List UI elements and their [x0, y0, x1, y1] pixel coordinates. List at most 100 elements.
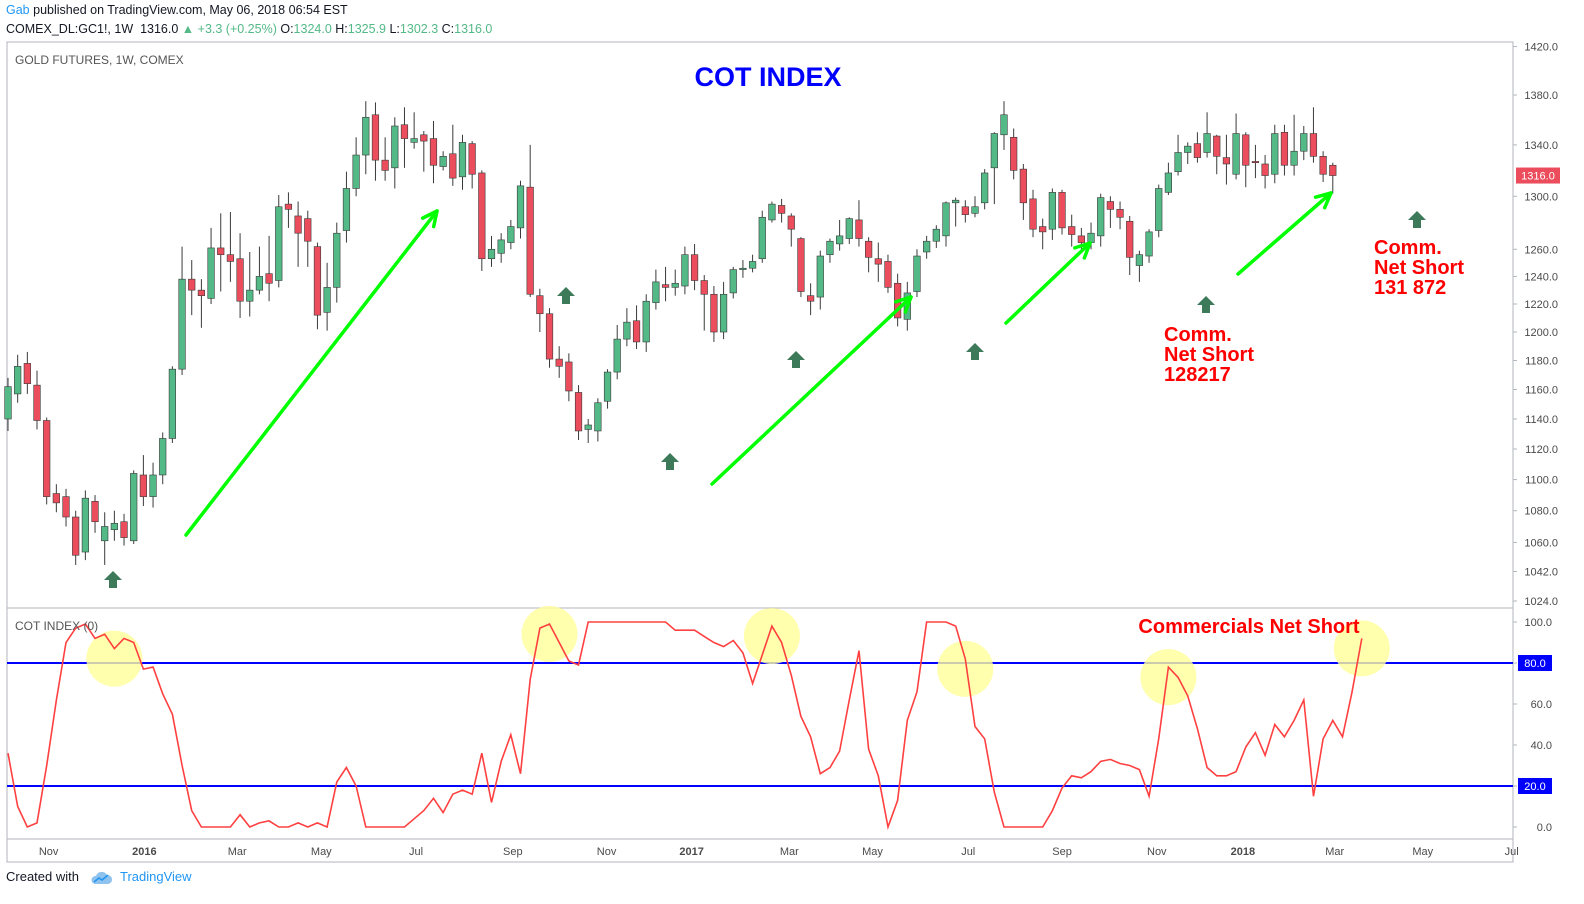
candle-up [81, 497, 89, 553]
time-tick-label: May [311, 846, 332, 858]
candle-down [1222, 157, 1231, 165]
candle-down [1319, 156, 1327, 175]
candle-up [942, 202, 950, 237]
candle-up [719, 293, 728, 333]
price-tick-label: 1024.0 [1524, 596, 1558, 608]
candle-up [275, 206, 283, 281]
price-tick-label: 1120.0 [1525, 444, 1558, 456]
candle-up [391, 125, 399, 169]
created-with-label: Created with [6, 869, 79, 884]
candle-down [313, 246, 322, 316]
candle-up [410, 138, 418, 143]
candle-up [748, 261, 757, 269]
candle-down [632, 320, 641, 343]
candle-up [594, 402, 602, 432]
candle-up [333, 232, 341, 288]
candle-down [1242, 134, 1250, 166]
candle-down [1019, 168, 1027, 204]
candle-down [1077, 235, 1085, 243]
candle-down [526, 186, 534, 295]
candle-up [362, 116, 370, 156]
candle-up [178, 278, 186, 370]
cot-tick-label: 60.0 [1531, 699, 1552, 711]
candle-up [1000, 114, 1008, 136]
time-tick-label: Jul [961, 846, 975, 858]
candle-up [1097, 197, 1105, 237]
author-link[interactable]: Gab [6, 3, 30, 17]
net-short-annotation: Comm. Net Short 131 872 [1374, 237, 1464, 299]
time-tick-label: 2017 [679, 846, 703, 858]
candle-up [497, 239, 505, 254]
time-tick-label: May [862, 846, 883, 858]
trend-arrow-head [893, 295, 913, 314]
time-tick-label: Jul [1505, 846, 1519, 858]
candle-down [304, 218, 312, 242]
price-tick-label: 1100.0 [1525, 475, 1558, 487]
candle-up [613, 338, 621, 373]
candle-down [43, 420, 51, 497]
candle-up [255, 276, 264, 291]
plot-frame [6, 41, 1514, 863]
time-tick-label: Mar [228, 846, 247, 858]
candle-down [1039, 226, 1047, 233]
candle-up [1087, 232, 1095, 243]
open-label: O: [280, 22, 294, 36]
up-pointer-icon [966, 343, 984, 360]
time-tick-label: Sep [503, 846, 523, 858]
last-price: 1316.0 [140, 22, 179, 36]
price-tick-label: 1200.0 [1524, 327, 1558, 339]
candle-up [642, 300, 650, 343]
candle-up [439, 156, 447, 167]
candle-down [188, 278, 196, 291]
candle-down [226, 254, 235, 262]
candle-down [33, 384, 41, 421]
candle-down [217, 247, 225, 255]
price-tick-label: 1340.0 [1524, 140, 1558, 152]
price-tick-label: 1380.0 [1524, 90, 1558, 102]
up-pointer-icon [557, 287, 575, 304]
tradingview-link[interactable]: TradingView [120, 869, 192, 884]
cot-highlight-circle [1140, 649, 1197, 706]
candle-up [845, 218, 853, 239]
trend-arrow [710, 295, 913, 486]
last-price-tag [1516, 167, 1560, 184]
candle-down [72, 516, 80, 556]
candle-down [797, 238, 805, 292]
candle-up [816, 255, 824, 298]
candle-down [545, 313, 554, 360]
candle-up [516, 185, 525, 229]
candle-up [352, 154, 360, 189]
candle-down [52, 493, 60, 504]
candle-down [1068, 226, 1076, 235]
candle-down [429, 138, 438, 166]
trend-arrow-head [1313, 191, 1333, 210]
candle-up [681, 254, 689, 287]
up-pointer-icon [661, 453, 679, 470]
price-tick-label: 1240.0 [1524, 271, 1558, 283]
tradingview-cloud-icon [91, 871, 112, 884]
candle-up [603, 371, 612, 402]
candle-down [565, 361, 573, 392]
candle-up [1048, 192, 1056, 230]
candle-down [855, 219, 863, 239]
candle-down [1058, 192, 1066, 229]
cot-band-tag [1518, 778, 1552, 794]
candle-down [661, 284, 670, 288]
candle-down [468, 143, 476, 175]
candle-up [990, 133, 998, 169]
price-tick-label: 1260.0 [1524, 244, 1558, 256]
time-tick-label: Jul [409, 846, 423, 858]
candle-down [884, 261, 892, 288]
candle-down [700, 280, 708, 295]
candle-up [932, 228, 940, 242]
candle-up [1184, 145, 1192, 153]
candle-down [1116, 209, 1124, 218]
candle-down [139, 474, 147, 497]
candle-up [342, 188, 351, 231]
cot-tick-label: 100.0 [1524, 617, 1552, 629]
time-tick-label: Nov [39, 846, 59, 858]
price-tick-label: 1080.0 [1524, 506, 1558, 518]
time-tick-label: Nov [597, 846, 617, 858]
candle-up [130, 473, 138, 542]
